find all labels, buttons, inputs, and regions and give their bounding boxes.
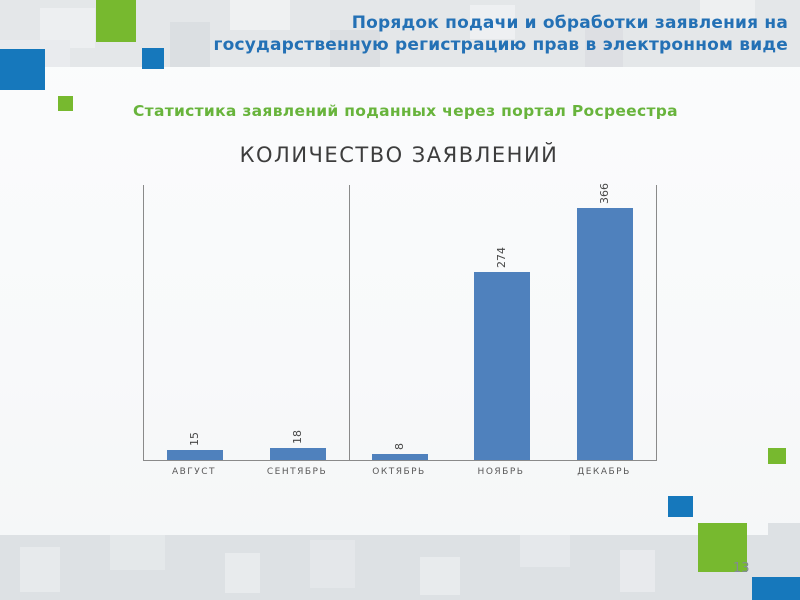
texture-tile <box>330 30 380 67</box>
bottom-band-step <box>768 523 800 537</box>
plot-area: 15 18 8 274 366 <box>143 183 657 461</box>
decor-green-square-top <box>96 0 136 42</box>
category-label: АВГУСТ <box>171 467 217 477</box>
texture-tile <box>585 25 623 67</box>
decor-green-square-small-bottom <box>768 448 786 464</box>
category-label: НОЯБРЬ <box>477 467 525 477</box>
bar-декабрь <box>577 208 633 460</box>
slide-title-line1: Порядок подачи и обработки заявления на <box>351 13 788 33</box>
decor-blue-square-left <box>0 49 45 90</box>
panel-divider-line <box>349 185 350 460</box>
texture-tile <box>470 5 515 39</box>
category-axis: АВГУСТ СЕНТЯБРЬ ОКТЯБРЬ НОЯБРЬ ДЕКАБРЬ <box>143 467 655 483</box>
bar-value-label: 15 <box>188 432 201 446</box>
decor-blue-square-corner <box>752 577 800 600</box>
slide-title-line2: государственную регистрацию прав в элект… <box>213 35 788 55</box>
bar-октябрь <box>372 454 428 460</box>
texture-tile <box>700 0 755 28</box>
bar-value-label: 274 <box>495 247 508 268</box>
decor-blue-square-small-top <box>142 48 164 69</box>
bar-сентябрь <box>270 448 326 460</box>
bar-value-label: 18 <box>291 430 304 444</box>
texture-tile <box>225 553 260 593</box>
bar-август <box>167 450 223 460</box>
decor-green-square-large-bottom <box>698 523 747 572</box>
category-label: ОКТЯБРЬ <box>372 467 426 477</box>
slide-title: Порядок подачи и обработки заявления на … <box>128 12 788 56</box>
slide-subtitle: Статистика заявлений поданных через порт… <box>133 102 678 120</box>
bar-ноябрь <box>474 272 530 460</box>
bar-value-label: 8 <box>393 443 406 450</box>
chart-title: КОЛИЧЕСТВО ЗАЯВЛЕНИЙ <box>239 143 559 167</box>
category-label: ДЕКАБРЬ <box>577 467 631 477</box>
texture-tile <box>20 547 60 592</box>
texture-tile <box>520 535 570 567</box>
category-label: СЕНТЯБРЬ <box>266 467 328 477</box>
texture-tile <box>620 550 655 592</box>
page-number: 13 <box>733 561 750 576</box>
bar-value-label: 366 <box>598 183 611 204</box>
texture-tile <box>110 535 165 570</box>
texture-tile <box>310 540 355 588</box>
texture-tile <box>230 0 290 30</box>
decor-blue-square-small-bottom <box>668 496 693 517</box>
top-band <box>0 0 800 67</box>
texture-tile <box>420 557 460 595</box>
texture-tile <box>170 22 210 67</box>
decor-green-square-small-top <box>58 96 73 111</box>
bottom-band <box>0 535 800 600</box>
